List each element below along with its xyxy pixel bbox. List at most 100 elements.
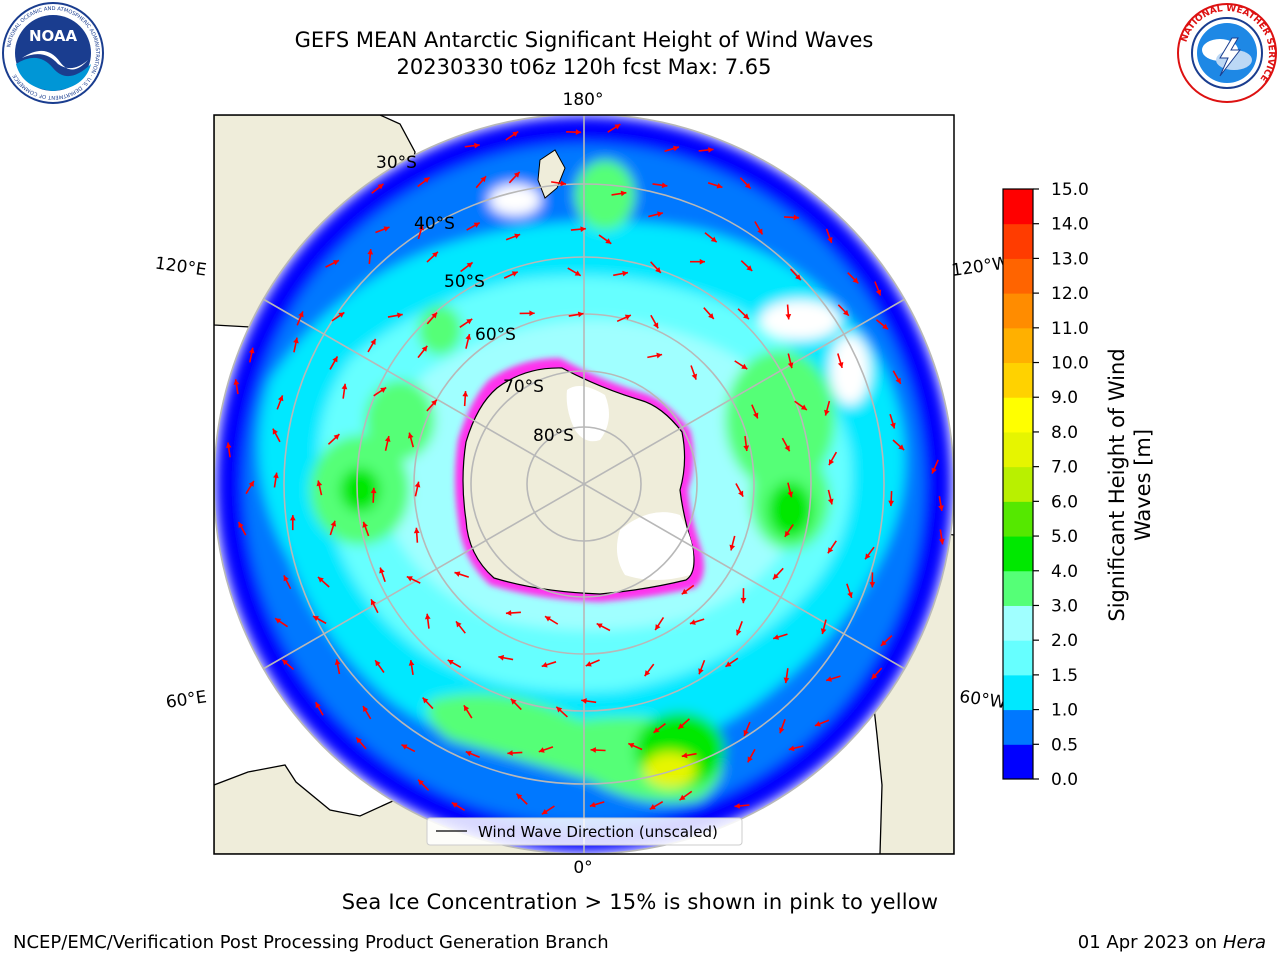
colorbar-tick-label: 14.0 — [1051, 215, 1089, 235]
wave-direction-arrow — [515, 793, 528, 805]
wave-direction-arrow — [789, 268, 802, 281]
wave-direction-arrow — [864, 546, 875, 560]
wave-direction-arrow — [892, 439, 905, 451]
wave-direction-arrow — [544, 615, 559, 625]
wave-direction-arrow — [225, 442, 232, 458]
colorbar-segment — [1003, 570, 1033, 606]
colorbar-tick-label: 12.0 — [1051, 284, 1089, 304]
wave-direction-arrow — [747, 748, 756, 763]
wave-direction-arrow — [237, 521, 247, 536]
wave-direction-arrow — [341, 383, 348, 399]
wave-direction-arrow — [772, 567, 784, 580]
wave-direction-arrow — [794, 400, 808, 411]
wave-direction-arrow — [707, 182, 723, 189]
wave-direction-arrow — [787, 482, 794, 498]
wave-direction-arrow — [784, 214, 800, 221]
wave-direction-arrow — [329, 520, 337, 536]
wave-direction-arrow — [874, 281, 882, 296]
wave-direction-arrow — [779, 718, 786, 734]
wind-wave-direction-arrows — [225, 123, 945, 815]
colorbar-segment — [1003, 293, 1033, 329]
wave-direction-arrow — [538, 746, 554, 753]
colorbar-tick-label: 6.0 — [1051, 492, 1078, 512]
wave-direction-arrow — [362, 521, 370, 537]
wave-direction-arrow — [589, 801, 605, 808]
wave-direction-arrow — [611, 190, 627, 197]
colorbar-segment — [1003, 605, 1033, 641]
wave-direction-arrow — [367, 248, 374, 265]
wave-direction-arrow — [459, 318, 473, 329]
noaa-logo-text: NOAA — [29, 27, 78, 45]
wave-direction-arrow — [647, 352, 663, 359]
lat-label-80: 80°S — [533, 426, 574, 446]
colorbar-segment — [1003, 397, 1033, 433]
noaa-logo: NOAA NATIONAL OCEANIC AND ATMOSPHERIC AD… — [2, 2, 104, 104]
wave-direction-arrow — [653, 722, 666, 734]
colorbar-tick-label: 7.0 — [1051, 458, 1078, 478]
colorbar-tick-label: 1.0 — [1051, 701, 1078, 721]
wave-direction-arrow — [455, 620, 466, 634]
wave-direction-arrow — [272, 428, 281, 443]
wave-direction-arrow — [316, 480, 323, 496]
wave-direction-arrow — [465, 333, 472, 349]
colorbar-tick-label: 8.0 — [1051, 423, 1078, 443]
wave-direction-arrow — [590, 747, 606, 753]
wave-direction-arrow — [413, 527, 420, 543]
wave-direction-arrow — [681, 752, 697, 759]
wave-direction-arrow — [541, 661, 557, 668]
wave-direction-arrow — [648, 211, 664, 218]
wave-direction-arrow — [870, 667, 883, 680]
wave-direction-arrow — [725, 657, 739, 668]
wave-direction-arrow — [276, 395, 284, 410]
wave-direction-arrow — [510, 698, 522, 711]
wave-direction-arrow — [627, 742, 643, 751]
wave-direction-arrow — [783, 668, 790, 684]
wave-direction-arrow — [649, 800, 664, 810]
wave-direction-arrow — [690, 365, 698, 380]
wave-direction-arrow — [519, 310, 535, 317]
colorbar-segment — [1003, 501, 1033, 537]
wave-direction-arrow — [233, 379, 240, 395]
wave-direction-arrow — [334, 659, 341, 675]
wave-direction-arrow — [374, 659, 385, 673]
graticule — [214, 115, 954, 854]
wave-direction-arrow — [248, 347, 255, 363]
wave-direction-arrow — [426, 251, 439, 263]
colorbar-label-line1: Significant Height of Wind — [1105, 348, 1129, 621]
wave-direction-arrow — [781, 437, 791, 452]
footer-machine: Hera — [1222, 932, 1266, 953]
wave-direction-arrow — [417, 345, 428, 359]
wave-direction-arrow — [698, 659, 706, 675]
wave-direction-arrow — [505, 610, 521, 616]
wave-direction-arrow — [367, 338, 377, 353]
wave-direction-arrow — [384, 435, 391, 451]
lat-label-70: 70°S — [503, 377, 544, 397]
wave-direction-arrow — [462, 391, 469, 407]
wave-direction-arrow — [677, 718, 690, 730]
wave-direction-arrow — [475, 175, 487, 189]
wave-direction-arrow — [825, 228, 833, 244]
footer-left: NCEP/EMC/Verification Post Processing Pr… — [13, 932, 609, 953]
wave-direction-arrow — [820, 619, 827, 635]
wave-direction-arrow — [598, 234, 612, 245]
wave-direction-arrow — [788, 745, 804, 752]
nws-logo: NATIONAL WEATHER SERVICE — [1177, 3, 1277, 103]
colorbar-segment — [1003, 223, 1033, 259]
wave-direction-arrow — [837, 304, 850, 317]
wave-direction-arrow — [362, 705, 372, 720]
wave-direction-arrow — [664, 145, 680, 153]
wave-direction-arrow — [729, 535, 736, 551]
colorbar-tick-label: 15.0 — [1051, 180, 1089, 200]
lon-label-60w: 60°W — [958, 687, 1007, 713]
wave-direction-arrow — [508, 171, 521, 184]
wave-direction-arrow — [875, 319, 889, 330]
wave-direction-arrow — [426, 399, 438, 412]
wave-direction-arrow — [654, 617, 665, 631]
wave-direction-arrow — [785, 304, 792, 320]
map-frame-border — [213, 114, 955, 855]
map-legend: Wind Wave Direction (unscaled) — [426, 817, 743, 846]
wave-direction-arrow — [889, 413, 896, 429]
wave-direction-arrow — [460, 261, 474, 273]
weddell-ice-shelf — [616, 512, 694, 580]
